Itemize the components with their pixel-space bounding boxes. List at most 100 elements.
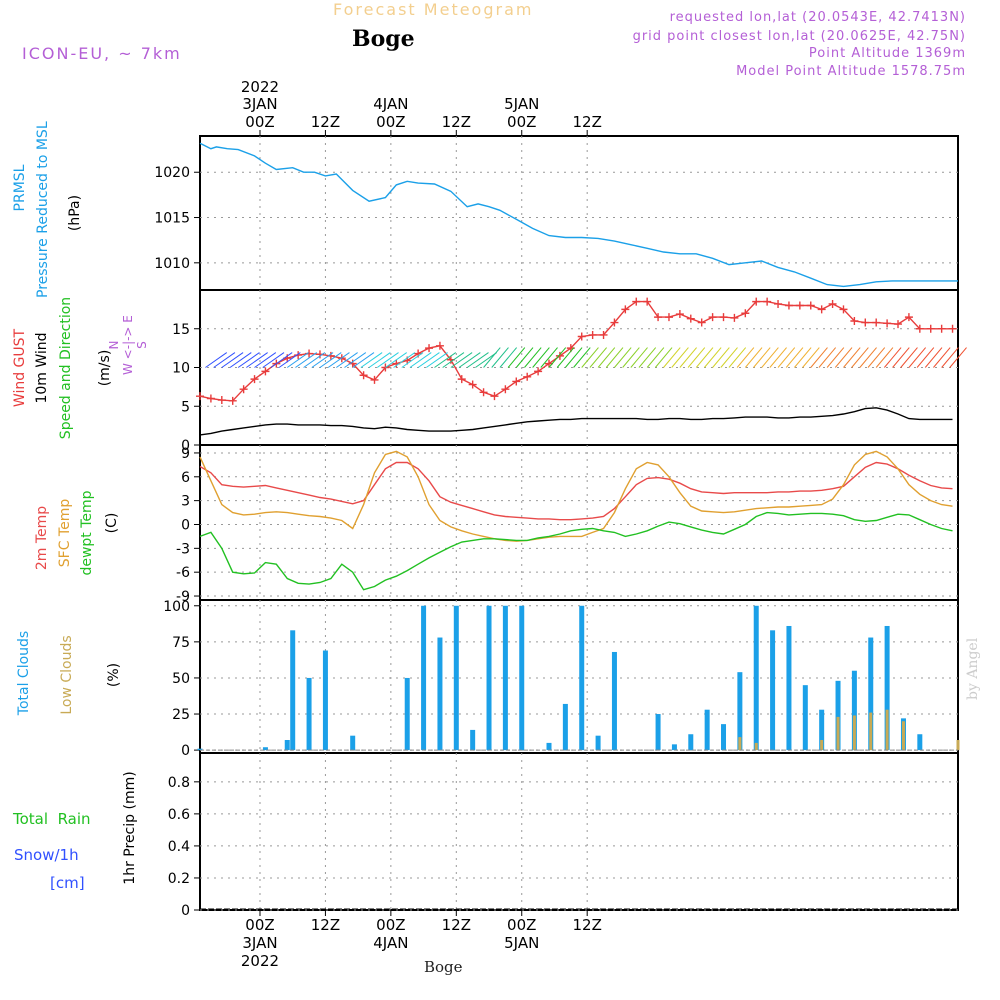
top-date-label: 4JAN <box>373 95 408 113</box>
bottom-date-label: 4JAN <box>373 934 408 952</box>
top-tick-label: 12Z <box>572 113 601 131</box>
wind-barb <box>736 347 755 368</box>
wind-barb <box>892 347 910 368</box>
total-cloud-bar <box>721 724 727 751</box>
total-cloud-bar <box>868 637 874 751</box>
wind-barb <box>949 347 967 368</box>
wind-barb <box>883 347 902 368</box>
wind-barb <box>671 347 689 368</box>
total-cloud-bar <box>917 734 923 751</box>
gust-marker <box>708 313 717 322</box>
series-line <box>199 511 953 591</box>
total-cloud-bar <box>737 672 743 751</box>
gust-marker <box>250 375 259 384</box>
y-tick-label: 15 <box>172 322 190 338</box>
location-title: Boge <box>352 26 415 52</box>
wind-barb <box>295 352 318 368</box>
y-tick-label: -3 <box>176 541 190 557</box>
wind-barb <box>246 352 268 368</box>
bottom-date-label: 5JAN <box>504 934 539 952</box>
wind-barb <box>507 347 526 368</box>
total-cloud-bar <box>611 651 617 751</box>
wind-barb <box>605 347 624 368</box>
wind-barb <box>336 352 358 368</box>
wind-barb <box>843 347 861 368</box>
rain-label: Total Rain <box>13 810 91 828</box>
wind-barb <box>548 347 567 368</box>
top-tick-label: 00Z <box>376 113 405 131</box>
total-cloud-bar <box>350 735 356 751</box>
gust-marker <box>894 320 903 329</box>
gust-marker <box>632 297 641 306</box>
wind-barb <box>622 347 640 368</box>
gust-marker <box>915 324 924 333</box>
wind-barb <box>851 347 869 368</box>
wind-barb <box>475 352 497 368</box>
wind-barb <box>916 347 935 368</box>
wind-barb <box>532 347 550 368</box>
wind-barb <box>646 347 665 368</box>
low-cloud-bar <box>901 721 905 751</box>
wind-barb <box>466 352 489 368</box>
wind-barb <box>753 347 771 368</box>
total-cloud-bar <box>819 709 825 751</box>
y-tick-label: 75 <box>172 635 190 651</box>
point-altitude: Point Altitude 1369m <box>808 46 966 61</box>
wind-barb <box>589 347 608 368</box>
total-cloud-bar <box>704 709 710 751</box>
gust-marker <box>654 313 663 322</box>
y-tick-label: -6 <box>176 565 190 581</box>
total-cloud-bar <box>284 740 290 751</box>
gust-marker <box>294 351 303 360</box>
series-line <box>199 461 953 521</box>
wind-barb <box>630 347 648 368</box>
wind-barb <box>426 352 448 368</box>
wind-barb <box>695 347 714 368</box>
gust-marker <box>784 301 793 310</box>
model-altitude: Model Point Altitude 1578.75m <box>736 64 966 79</box>
gust-marker <box>817 305 826 314</box>
chart-title: Forecast Meteogram <box>333 0 534 19</box>
wind-barb <box>581 347 599 368</box>
total-cloud-bar <box>290 630 296 751</box>
wind-barb <box>818 347 837 368</box>
gust-marker <box>490 392 499 401</box>
bottom-date-label: 3JAN <box>242 934 277 952</box>
gust-marker <box>904 313 913 322</box>
wind-barb <box>908 347 927 368</box>
snow-label: Snow/1h <box>14 846 79 864</box>
gust-marker <box>937 324 946 333</box>
wind-barb <box>638 347 657 368</box>
y-tick-label: 0 <box>181 438 190 454</box>
series-line <box>199 407 953 436</box>
top-tick-label: 12Z <box>311 113 340 131</box>
wind-barb <box>491 347 509 368</box>
gust-marker <box>555 351 564 360</box>
series-line <box>199 450 953 542</box>
gust-marker <box>196 392 204 401</box>
bottom-tick-label: 00Z <box>245 916 274 934</box>
wind-barb <box>687 347 706 368</box>
wind-barb <box>262 352 285 368</box>
total-cloud-bar <box>197 748 203 751</box>
footer-location: Boge <box>424 958 463 976</box>
wind-barb <box>524 347 542 368</box>
wind-barb <box>794 347 812 368</box>
wind-barb <box>614 347 632 368</box>
wind-barb <box>254 352 277 368</box>
gust-marker <box>872 318 881 327</box>
gust-marker <box>501 385 510 394</box>
bottom-tick-label: 00Z <box>376 916 405 934</box>
gust-marker <box>599 330 608 339</box>
top-tick-label: 00Z <box>245 113 274 131</box>
total-cloud-bar <box>884 625 890 751</box>
gust-marker <box>719 313 728 322</box>
gust-marker <box>381 363 390 372</box>
wind-barb <box>450 352 473 368</box>
bottom-tick-label: 12Z <box>442 916 471 934</box>
wind-barb <box>900 347 918 368</box>
low-cloud-bar <box>754 742 758 751</box>
gust-marker <box>850 317 859 325</box>
low-cloud-bar <box>738 737 742 751</box>
y-tick-label: 6 <box>181 470 190 486</box>
